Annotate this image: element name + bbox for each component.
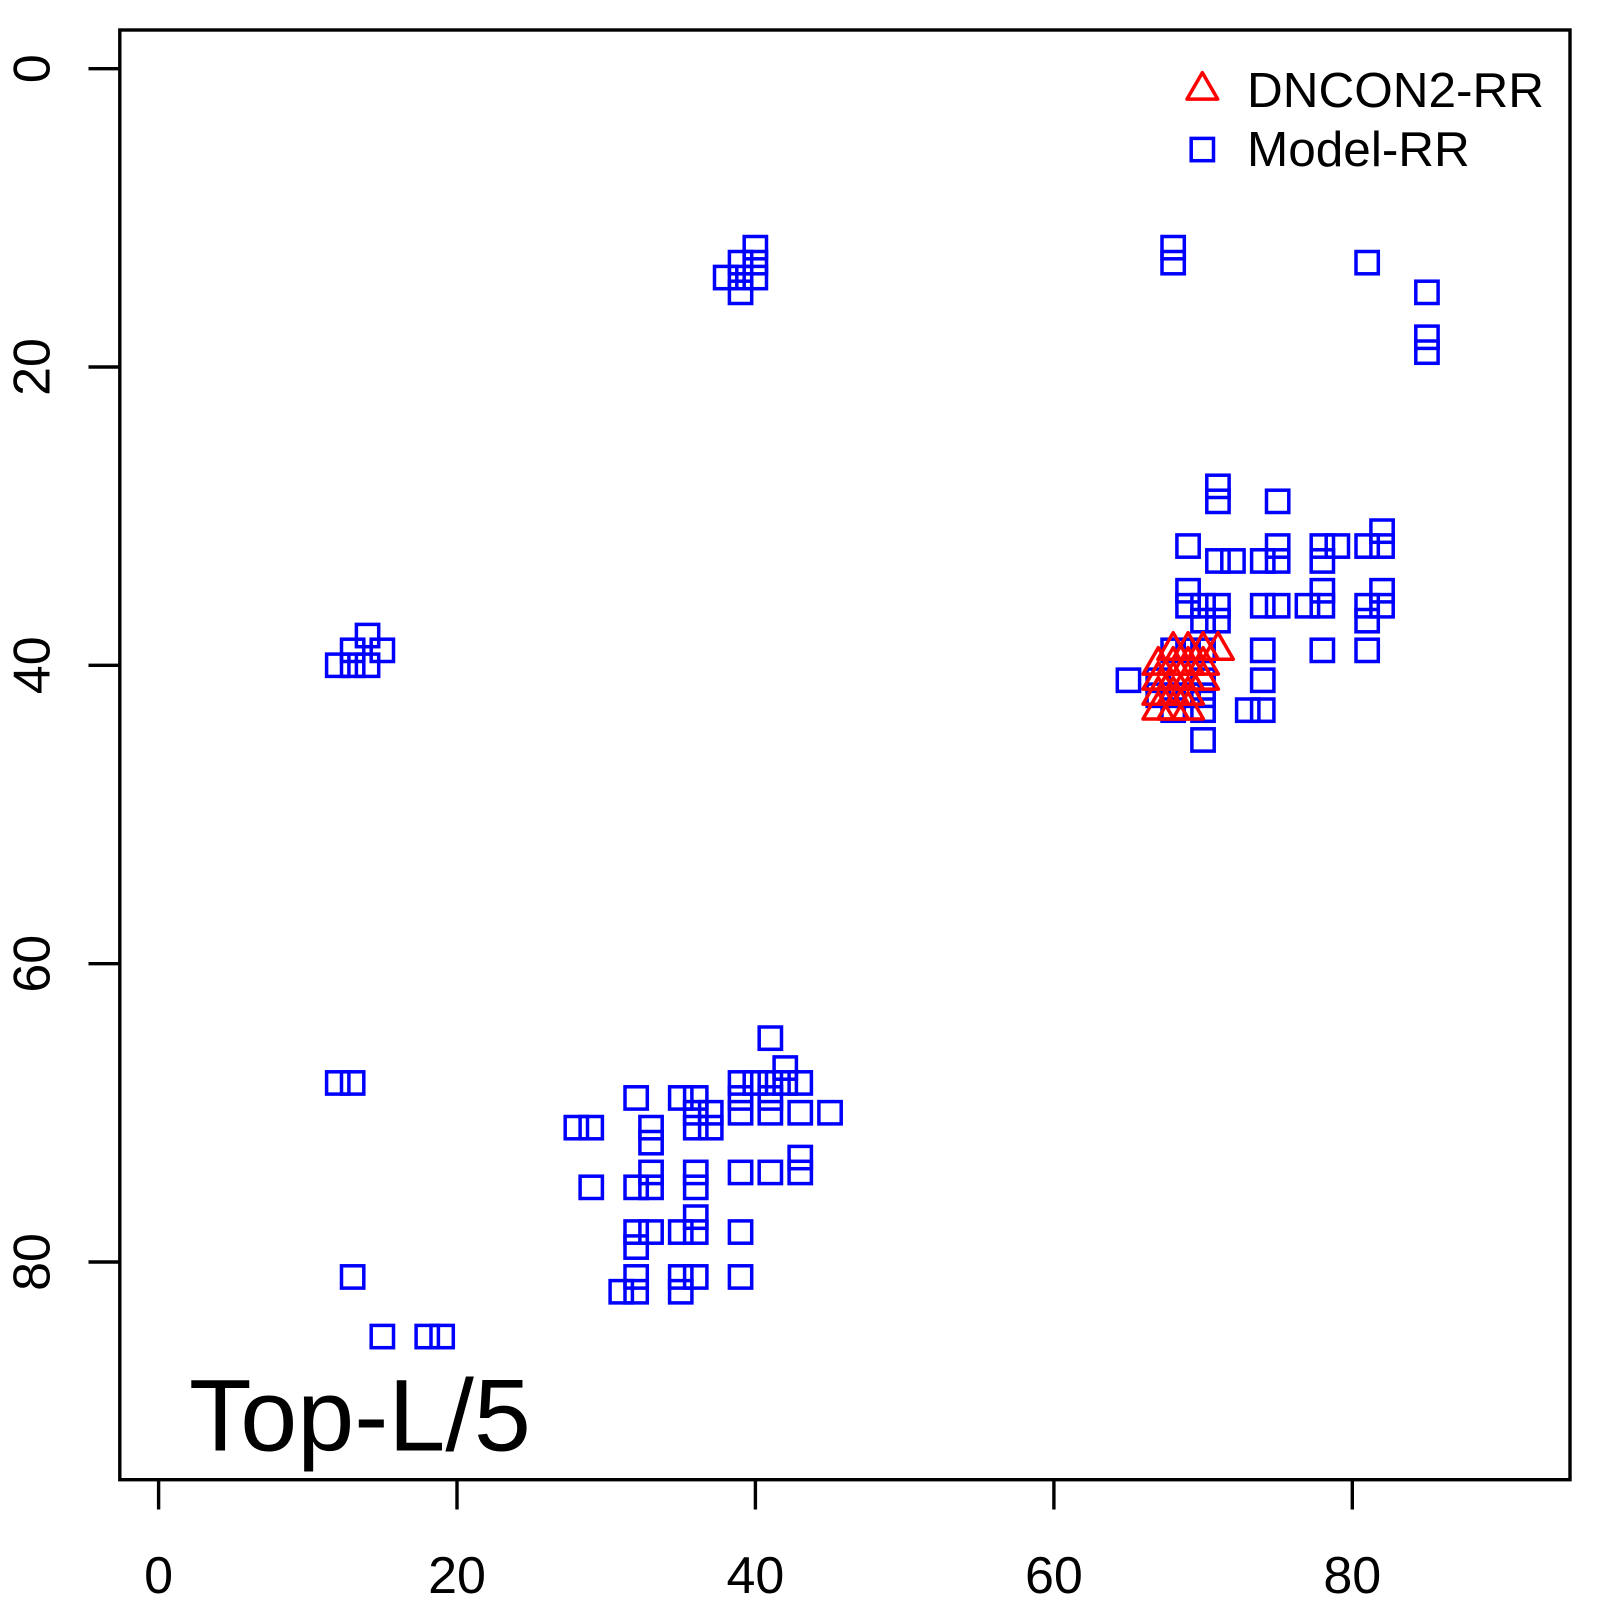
svg-text:40: 40 bbox=[4, 636, 62, 694]
svg-text:0: 0 bbox=[144, 1547, 173, 1600]
svg-text:20: 20 bbox=[428, 1547, 486, 1600]
svg-text:Model-RR: Model-RR bbox=[1247, 122, 1470, 177]
svg-text:DNCON2-RR: DNCON2-RR bbox=[1247, 63, 1544, 118]
svg-text:0: 0 bbox=[4, 54, 62, 83]
svg-text:20: 20 bbox=[4, 338, 62, 396]
svg-text:80: 80 bbox=[4, 1233, 62, 1291]
svg-text:60: 60 bbox=[1025, 1547, 1083, 1600]
svg-text:60: 60 bbox=[4, 935, 62, 993]
svg-text:80: 80 bbox=[1323, 1547, 1381, 1600]
svg-text:Top-L/5: Top-L/5 bbox=[189, 1358, 531, 1473]
svg-text:40: 40 bbox=[726, 1547, 784, 1600]
